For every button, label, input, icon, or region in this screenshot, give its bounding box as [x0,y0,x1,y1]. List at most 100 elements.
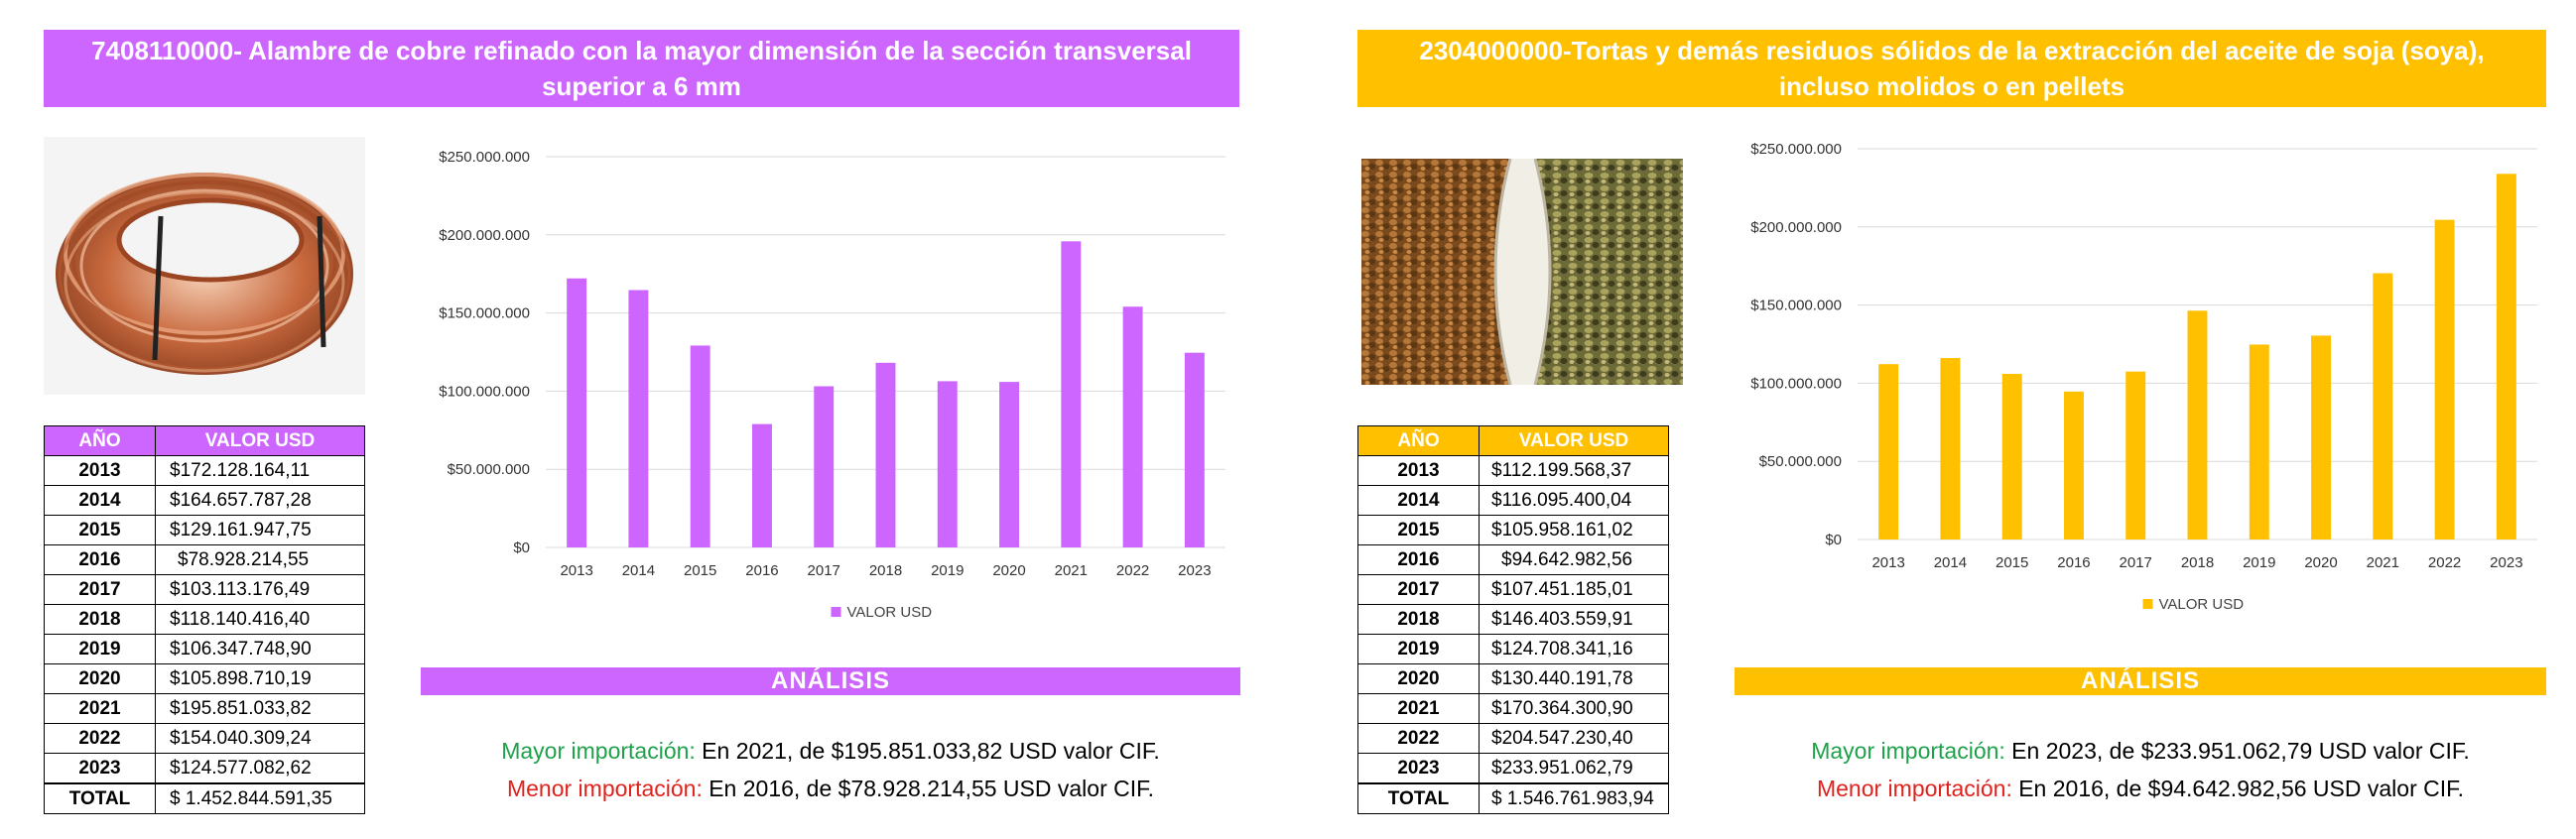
x-tick-label: 2015 [684,562,716,579]
x-tick-label: 2015 [1996,554,2028,571]
header-year: AÑO [44,425,156,456]
y-tick-label: $100.000.000 [1750,375,1842,392]
row-year: 2019 [1357,634,1480,664]
legend-swatch [831,607,841,617]
x-tick-label: 2013 [560,562,592,579]
table-row: 2019 $124.708.341,16 [1357,634,1669,664]
row-value: $164.657.787,28 [155,485,365,516]
total-row: TOTAL $ 1.546.761.983,94 [1357,782,1669,814]
min-import-text: En 2016, de $94.642.982,56 USD valor CIF… [2011,776,2465,801]
row-value: $124.708.341,16 [1479,634,1669,664]
row-value: $105.898.710,19 [155,663,365,694]
table-row: 2013 $172.128.164,11 [44,455,365,486]
min-import-line: Menor importación: En 2016, de $94.642.9… [1735,770,2546,807]
row-value: $118.140.416,40 [155,604,365,635]
bar-2018 [875,362,896,547]
x-tick-label: 2013 [1871,554,1904,571]
bar-2016 [2063,391,2084,539]
x-tick-label: 2016 [745,562,778,579]
row-value: $129.161.947,75 [155,515,365,545]
table-row: 2018 $118.140.416,40 [44,604,365,635]
table-row: 2018 $146.403.559,91 [1357,604,1669,635]
bar-2013 [567,278,587,547]
y-tick-label: $0 [513,539,530,556]
bar-2021 [2373,273,2393,539]
bar-2014 [1940,358,1961,539]
x-tick-label: 2022 [2428,554,2461,571]
x-tick-label: 2021 [1055,562,1088,579]
bar-2023 [2496,174,2516,539]
header-value: VALOR USD [155,425,365,456]
x-tick-label: 2019 [931,562,964,579]
x-tick-label: 2023 [2490,554,2522,571]
table-row: 2017 $103.113.176,49 [44,574,365,605]
header-year: AÑO [1357,425,1480,456]
row-year: 2013 [1357,455,1480,486]
analysis-heading: ANÁLISIS [1735,667,2546,695]
panel-soy-cake: 2304000000-Tortas y demás residuos sólid… [1288,0,2576,839]
row-year: 2022 [1357,723,1480,754]
max-import-line: Mayor importación: En 2023, de $233.951.… [1735,732,2546,770]
x-tick-label: 2017 [2120,554,2152,571]
x-tick-label: 2022 [1116,562,1149,579]
max-import-label: Mayor importación: [501,738,696,764]
row-year: 2021 [1357,693,1480,724]
table-row: 2023 $124.577.082,62 [44,753,365,784]
min-import-label: Menor importación: [506,776,703,801]
table-row: 2017 $107.451.185,01 [1357,574,1669,605]
table-row: 2022 $154.040.309,24 [44,723,365,754]
row-value: $154.040.309,24 [155,723,365,754]
panel-title: 7408110000- Alambre de cobre refinado co… [44,30,1239,107]
total-label: TOTAL [44,782,156,814]
x-tick-label: 2021 [2367,554,2399,571]
x-tick-label: 2014 [622,562,655,579]
table-row: 2013 $112.199.568,37 [1357,455,1669,486]
row-value: $195.851.033,82 [155,693,365,724]
table-row: 2014 $116.095.400,04 [1357,485,1669,516]
row-year: 2014 [1357,485,1480,516]
row-year: 2020 [44,663,156,694]
y-tick-label: $250.000.000 [1750,141,1842,158]
panel-title: 2304000000-Tortas y demás residuos sólid… [1357,30,2546,107]
x-tick-label: 2019 [2243,554,2275,571]
row-year: 2018 [44,604,156,635]
row-value: $107.451.185,01 [1479,574,1669,605]
table-row: 2023 $233.951.062,79 [1357,753,1669,784]
bar-chart-soy: $0 $50.000.000 $100.000.000 $150.000.000 $20… [1750,141,2537,613]
y-tick-label: $200.000.000 [439,227,530,244]
bar-2016 [751,423,772,547]
row-value: $103.113.176,49 [155,574,365,605]
max-import-label: Mayor importación: [1811,738,2005,764]
soybean-pellets-photo [1361,159,1683,385]
row-year: 2016 [1357,544,1480,575]
bar-2020 [999,382,1020,547]
table-row: 2020 $130.440.191,78 [1357,663,1669,694]
table-row: 2014 $164.657.787,28 [44,485,365,516]
bar-2014 [628,290,649,547]
x-tick-label: 2014 [1934,554,1967,571]
row-value: $94.642.982,56 [1479,544,1669,575]
x-tick-label: 2018 [2181,554,2214,571]
total-value: $ 1.546.761.983,94 [1479,782,1669,814]
row-value: $78.928.214,55 [155,544,365,575]
legend-swatch [2142,599,2153,609]
bar-2021 [1061,241,1082,547]
bar-2015 [690,345,710,547]
row-year: 2020 [1357,663,1480,694]
row-value: $170.364.300,90 [1479,693,1669,724]
row-year: 2022 [44,723,156,754]
x-tick-label: 2023 [1178,562,1211,579]
y-tick-label: $50.000.000 [448,461,530,478]
bar-2022 [1122,306,1143,547]
bar-2023 [1184,352,1205,547]
row-year: 2016 [44,544,156,575]
row-year: 2015 [44,515,156,545]
row-value: $233.951.062,79 [1479,753,1669,784]
row-value: $106.347.748,90 [155,634,365,664]
values-table: AÑO VALOR USD 2013 $172.128.164,11 2014 $1… [44,425,365,814]
row-value: $146.403.559,91 [1479,604,1669,635]
bar-2018 [2187,310,2208,539]
row-value: $124.577.082,62 [155,753,365,784]
row-year: 2023 [1357,753,1480,784]
y-tick-label: $150.000.000 [439,305,530,322]
